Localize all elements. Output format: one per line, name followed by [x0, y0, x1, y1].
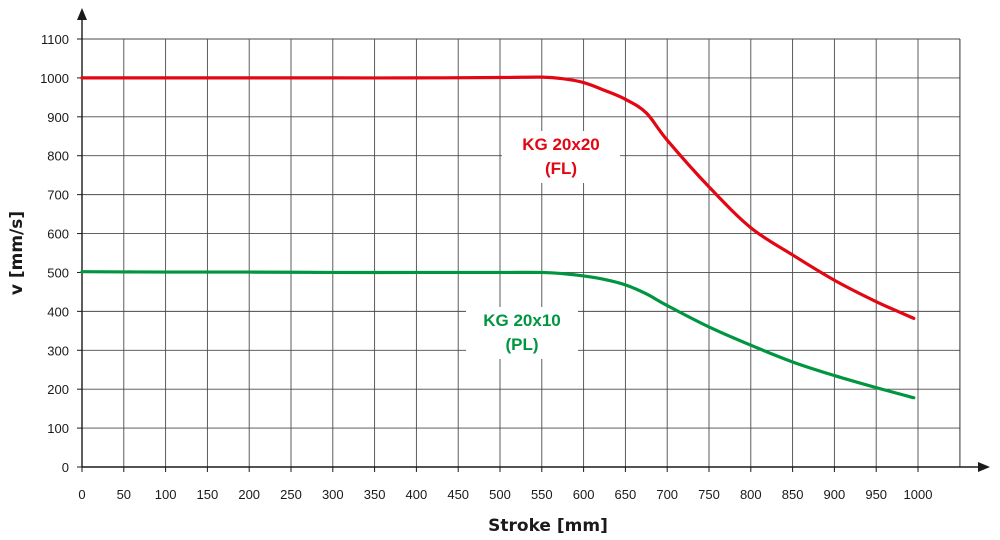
x-tick-label: 300	[322, 487, 344, 502]
series-label-line1: KG 20x20	[522, 135, 600, 154]
x-tick-label: 600	[573, 487, 595, 502]
x-tick-label: 850	[782, 487, 804, 502]
y-tick-label: 800	[47, 149, 69, 164]
y-tick-label: 900	[47, 110, 69, 125]
x-axis-ticks: 0 50 100 150 200 250 300 350 400 450 500 550 600 650 7…	[78, 467, 932, 502]
x-tick-label: 50	[117, 487, 131, 502]
series-label-line1: KG 20x10	[483, 311, 561, 330]
x-tick-label: 900	[824, 487, 846, 502]
series-lines	[80, 75, 916, 400]
y-tick-label: 600	[47, 227, 69, 242]
series-line-kg-20x10-pl	[80, 270, 916, 400]
x-tick-label: 700	[656, 487, 678, 502]
series-label-line2: (FL)	[545, 159, 577, 178]
x-tick-label: 450	[447, 487, 469, 502]
x-axis-arrow	[978, 462, 990, 472]
series-label-background	[466, 307, 578, 359]
y-tick-label: 1000	[40, 71, 69, 86]
y-tick-label: 0	[62, 460, 69, 475]
y-tick-label: 200	[47, 382, 69, 397]
y-tick-label: 1100	[41, 32, 69, 47]
series-line-kg-20x20-fl	[80, 75, 916, 320]
grid	[82, 38, 961, 467]
y-axis-ticks: 0 100 200 300 400 500 600 700 800 900 1000 1100	[40, 32, 82, 475]
y-tick-label: 400	[47, 304, 69, 319]
x-tick-label: 100	[155, 487, 177, 502]
x-tick-label: 800	[740, 487, 762, 502]
x-tick-label: 250	[280, 487, 302, 502]
series-label-background	[502, 131, 620, 183]
series-label-line2: (PL)	[505, 335, 538, 354]
x-axis-title: Stroke [mm]	[488, 516, 608, 536]
y-tick-label: 300	[47, 343, 69, 358]
x-tick-label: 550	[531, 487, 553, 502]
x-tick-label: 750	[698, 487, 720, 502]
x-tick-label: 0	[78, 487, 85, 502]
y-tick-label: 700	[47, 188, 69, 203]
x-tick-label: 500	[489, 487, 511, 502]
x-tick-label: 400	[406, 487, 428, 502]
series-labels: KG 20x20 (FL) KG 20x10 (PL)	[466, 131, 620, 359]
x-tick-label: 150	[197, 487, 219, 502]
y-axis-title: v [mm/s]	[7, 211, 27, 295]
x-tick-label: 650	[615, 487, 637, 502]
x-tick-label: 350	[364, 487, 386, 502]
x-tick-label: 1000	[904, 487, 933, 502]
x-tick-label: 200	[238, 487, 260, 502]
y-tick-label: 100	[47, 421, 69, 436]
x-tick-label: 950	[865, 487, 887, 502]
y-tick-label: 500	[47, 265, 69, 280]
y-axis-arrow	[77, 8, 87, 20]
